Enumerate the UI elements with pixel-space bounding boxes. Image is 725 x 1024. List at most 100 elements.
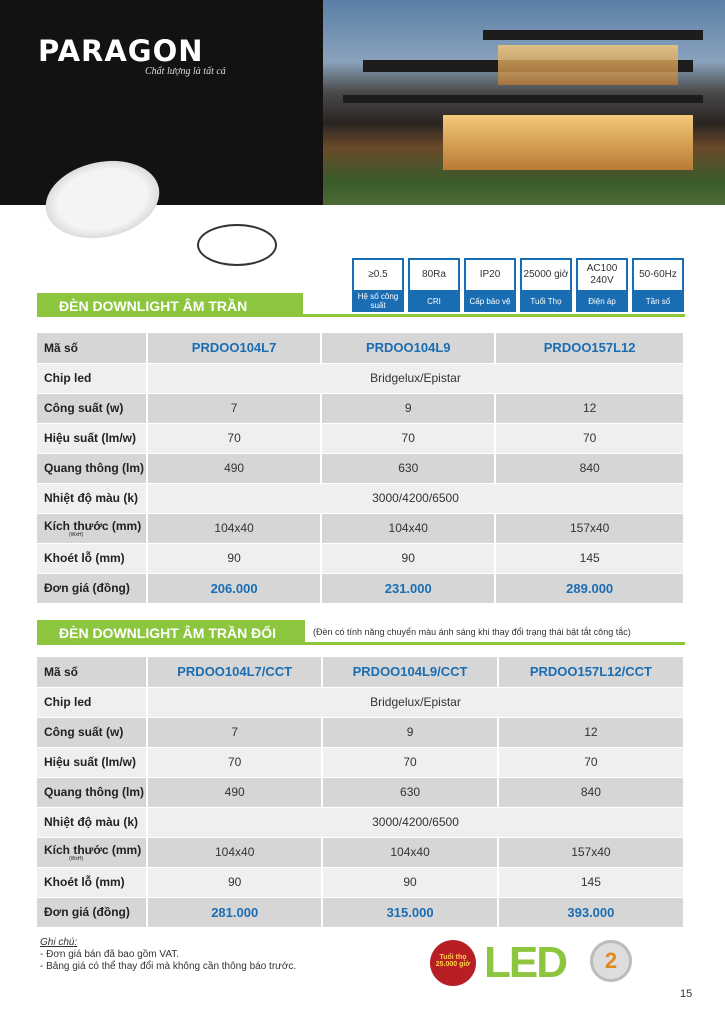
- label-size: Kích thước (mm) (WxH): [37, 837, 148, 868]
- cell-code: PRDOO104L9/CCT: [322, 657, 499, 688]
- table-row: Kích thước (mm) (WxH) 104x40 104x40 157x40: [37, 837, 686, 868]
- cell-power: 12: [495, 393, 685, 424]
- label-power: Công suất (w): [37, 393, 148, 424]
- notes-title: Ghi chú:: [40, 937, 78, 948]
- brand-tagline: Chất lượng là tất cả: [145, 66, 226, 77]
- section2-table: Mã số PRDOO104L7/CCT PRDOO104L9/CCT PRDOO15…: [37, 657, 686, 928]
- spec-value: AC100 240V: [586, 263, 618, 286]
- table-row: Công suất (w) 7 9 12: [37, 717, 686, 748]
- spec-label: CRI: [410, 290, 458, 312]
- section1-title: ĐÈN DOWNLIGHT ÂM TRẦN: [37, 293, 303, 317]
- table-row: Hiệu suất (lm/w) 70 70 70: [37, 423, 685, 454]
- cell-cut: 145: [495, 543, 685, 574]
- table-row: Đơn giá (đồng) 281.000 315.000 393.000: [37, 897, 686, 928]
- spec-box: 50-60Hz Tần số: [632, 258, 684, 312]
- spec-box: 25000 giờ Tuổi Thọ: [520, 258, 572, 312]
- table-row: Quang thông (lm) 490 630 840: [37, 777, 686, 808]
- table-row: Mã số PRDOO104L7/CCT PRDOO104L9/CCT PRDOO15…: [37, 657, 686, 688]
- table-row: Nhiệt độ màu (k) 3000/4200/6500: [37, 807, 685, 838]
- cell-size: 104x40: [147, 513, 323, 544]
- table-row: Quang thông (lm) 490 630 840: [37, 453, 685, 484]
- cell-size: 157x40: [497, 837, 686, 868]
- label-eff: Hiệu suất (lm/w): [37, 747, 148, 778]
- cell-price: 393.000: [497, 897, 686, 928]
- label-cut: Khoét lỗ (mm): [37, 867, 148, 898]
- house-photo: [323, 0, 725, 205]
- cell-size: 157x40: [495, 513, 685, 544]
- cell-price: 289.000: [495, 573, 685, 604]
- table-row: Mã số PRDOO104L7 PRDOO104L9 PRDOO157L12: [37, 333, 685, 364]
- cell-temp: 3000/4200/6500: [147, 483, 685, 514]
- led-logo: LED: [484, 938, 568, 987]
- cell-temp: 3000/4200/6500: [147, 807, 685, 838]
- page-number: 15: [680, 988, 693, 1000]
- label-code: Mã số: [37, 657, 148, 688]
- spec-label: Cấp bảo vệ: [466, 290, 514, 312]
- table-row: Khoét lỗ (mm) 90 90 145: [37, 543, 685, 574]
- cell-eff: 70: [495, 423, 685, 454]
- cell-power: 9: [322, 717, 499, 748]
- cell-size: 104x40: [321, 513, 497, 544]
- spec-label: Điện áp: [578, 290, 626, 312]
- cell-eff: 70: [321, 423, 497, 454]
- label-flux: Quang thông (lm): [37, 453, 148, 484]
- cell-price: 281.000: [147, 897, 324, 928]
- cell-power: 12: [497, 717, 686, 748]
- note-item: - Bảng giá có thể thay đổi mà không cần …: [40, 961, 297, 972]
- cell-cut: 90: [147, 543, 323, 574]
- cell-size: 104x40: [147, 837, 324, 868]
- spec-label: Tần số: [634, 290, 682, 312]
- table-row: Đơn giá (đồng) 206.000 231.000 289.000: [37, 573, 685, 604]
- cell-eff: 70: [147, 423, 323, 454]
- cell-flux: 630: [321, 453, 497, 484]
- cell-power: 9: [321, 393, 497, 424]
- label-chip: Chip led: [37, 363, 148, 394]
- warranty-badge: 2: [590, 940, 632, 982]
- table-row: Chip led Bridgelux/Epistar: [37, 363, 685, 394]
- spec-value: IP20: [479, 269, 501, 280]
- section2-title: ĐÈN DOWNLIGHT ÂM TRẦN ĐỔI MÀU: [37, 620, 305, 657]
- cell-price: 231.000: [321, 573, 497, 604]
- spec-value: 50-60Hz: [639, 269, 677, 280]
- label-temp: Nhiệt độ màu (k): [37, 483, 148, 514]
- spec-label: Tuổi Thọ: [522, 290, 570, 312]
- label-code: Mã số: [37, 333, 148, 364]
- label-temp: Nhiệt độ màu (k): [37, 807, 148, 838]
- cell-code: PRDOO104L9: [321, 333, 497, 364]
- cell-chip: Bridgelux/Epistar: [147, 363, 685, 394]
- brand-logo: PARAGON: [38, 34, 204, 68]
- spec-value: 80Ra: [422, 269, 446, 280]
- cell-code: PRDOO157L12/CCT: [497, 657, 686, 688]
- spec-value: ≥0.5: [368, 269, 388, 280]
- table-row: Nhiệt độ màu (k) 3000/4200/6500: [37, 483, 685, 514]
- label-price: Đơn giá (đồng): [37, 897, 148, 928]
- cell-flux: 840: [497, 777, 686, 808]
- section1-divider: [37, 314, 685, 317]
- spec-label: Hệ số công suất: [354, 290, 402, 312]
- table-row: Công suất (w) 7 9 12: [37, 393, 685, 424]
- label-size: Kích thước (mm) (WxH): [37, 513, 148, 544]
- section2-note: (Đèn có tính năng chuyển màu ánh sáng kh…: [313, 627, 631, 637]
- cell-code: PRDOO104L7/CCT: [147, 657, 324, 688]
- label-chip: Chip led: [37, 687, 148, 718]
- label-power: Công suất (w): [37, 717, 148, 748]
- cell-price: 315.000: [322, 897, 499, 928]
- section2-divider: [37, 642, 685, 645]
- cell-flux: 490: [147, 777, 324, 808]
- spec-box: AC100 240V Điện áp: [576, 258, 628, 312]
- cell-power: 7: [147, 393, 323, 424]
- cell-cut: 90: [147, 867, 324, 898]
- cell-eff: 70: [322, 747, 499, 778]
- cell-flux: 630: [322, 777, 499, 808]
- cell-cut: 90: [321, 543, 497, 574]
- section1-table: Mã số PRDOO104L7 PRDOO104L9 PRDOO157L12 Chip…: [37, 333, 685, 604]
- spec-value: 25000 giờ: [523, 269, 569, 280]
- cell-eff: 70: [147, 747, 324, 778]
- label-flux: Quang thông (lm): [37, 777, 148, 808]
- cell-power: 7: [147, 717, 324, 748]
- notes: Ghi chú: - Đơn giá bán đã bao gồm VAT. -…: [40, 937, 296, 973]
- cell-chip: Bridgelux/Epistar: [147, 687, 685, 718]
- cell-flux: 840: [495, 453, 685, 484]
- cell-flux: 490: [147, 453, 323, 484]
- cell-size: 104x40: [322, 837, 499, 868]
